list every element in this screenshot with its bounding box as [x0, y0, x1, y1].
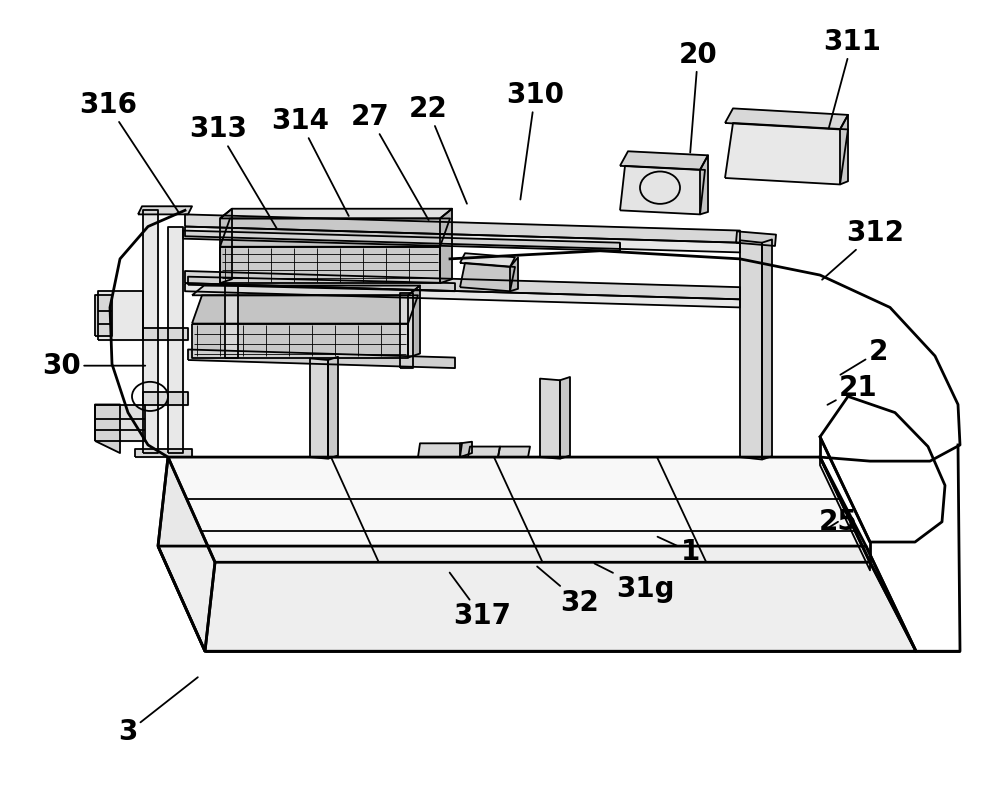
Text: 21: 21 [827, 375, 877, 404]
Polygon shape [158, 546, 916, 651]
Text: 32: 32 [537, 566, 599, 616]
Text: 3: 3 [118, 677, 198, 746]
Polygon shape [510, 257, 518, 291]
Polygon shape [220, 209, 452, 218]
Text: 310: 310 [506, 82, 564, 200]
Text: 22: 22 [409, 95, 467, 204]
Polygon shape [138, 206, 192, 214]
Polygon shape [135, 449, 192, 457]
Polygon shape [620, 166, 705, 214]
Text: 31g: 31g [594, 564, 674, 603]
Polygon shape [736, 231, 776, 246]
Text: 1: 1 [658, 536, 700, 565]
Text: 25: 25 [819, 508, 857, 536]
Polygon shape [220, 247, 440, 283]
Polygon shape [143, 210, 158, 453]
Polygon shape [468, 447, 500, 457]
Polygon shape [95, 404, 145, 441]
Polygon shape [158, 457, 215, 651]
Polygon shape [418, 443, 462, 457]
Polygon shape [183, 231, 620, 251]
Polygon shape [400, 293, 413, 368]
Polygon shape [143, 392, 188, 404]
Polygon shape [460, 253, 515, 267]
Polygon shape [192, 324, 408, 358]
Text: 317: 317 [450, 573, 511, 630]
Polygon shape [188, 349, 455, 368]
Polygon shape [725, 123, 848, 184]
Polygon shape [188, 277, 455, 291]
Polygon shape [185, 214, 740, 243]
Polygon shape [310, 358, 328, 459]
Text: 316: 316 [79, 91, 178, 212]
Polygon shape [440, 209, 452, 283]
Text: 314: 314 [271, 108, 349, 216]
Text: 311: 311 [823, 28, 881, 129]
Polygon shape [185, 271, 740, 299]
Text: 312: 312 [822, 219, 904, 280]
Polygon shape [620, 151, 708, 170]
Polygon shape [840, 115, 848, 184]
Polygon shape [328, 357, 338, 459]
Text: 30: 30 [43, 352, 145, 379]
Text: 27: 27 [351, 104, 429, 220]
Polygon shape [98, 291, 143, 340]
Polygon shape [185, 227, 740, 252]
Polygon shape [168, 227, 183, 453]
Polygon shape [192, 286, 420, 295]
Polygon shape [168, 457, 870, 562]
Polygon shape [225, 285, 238, 358]
Polygon shape [820, 457, 916, 651]
Polygon shape [700, 155, 708, 214]
Polygon shape [95, 295, 112, 336]
Polygon shape [725, 108, 848, 129]
Polygon shape [143, 328, 188, 340]
Polygon shape [408, 286, 420, 358]
Polygon shape [220, 209, 232, 283]
Polygon shape [460, 442, 472, 457]
Polygon shape [740, 240, 762, 460]
Polygon shape [220, 218, 450, 247]
Polygon shape [498, 447, 530, 457]
Polygon shape [460, 263, 515, 291]
Polygon shape [185, 283, 740, 307]
Text: 313: 313 [189, 116, 277, 228]
Polygon shape [560, 377, 570, 459]
Polygon shape [762, 239, 772, 460]
Polygon shape [95, 404, 120, 453]
Text: 2: 2 [840, 338, 888, 375]
Text: 20: 20 [679, 41, 717, 153]
Polygon shape [820, 457, 870, 570]
Polygon shape [540, 379, 560, 459]
Polygon shape [192, 295, 418, 324]
